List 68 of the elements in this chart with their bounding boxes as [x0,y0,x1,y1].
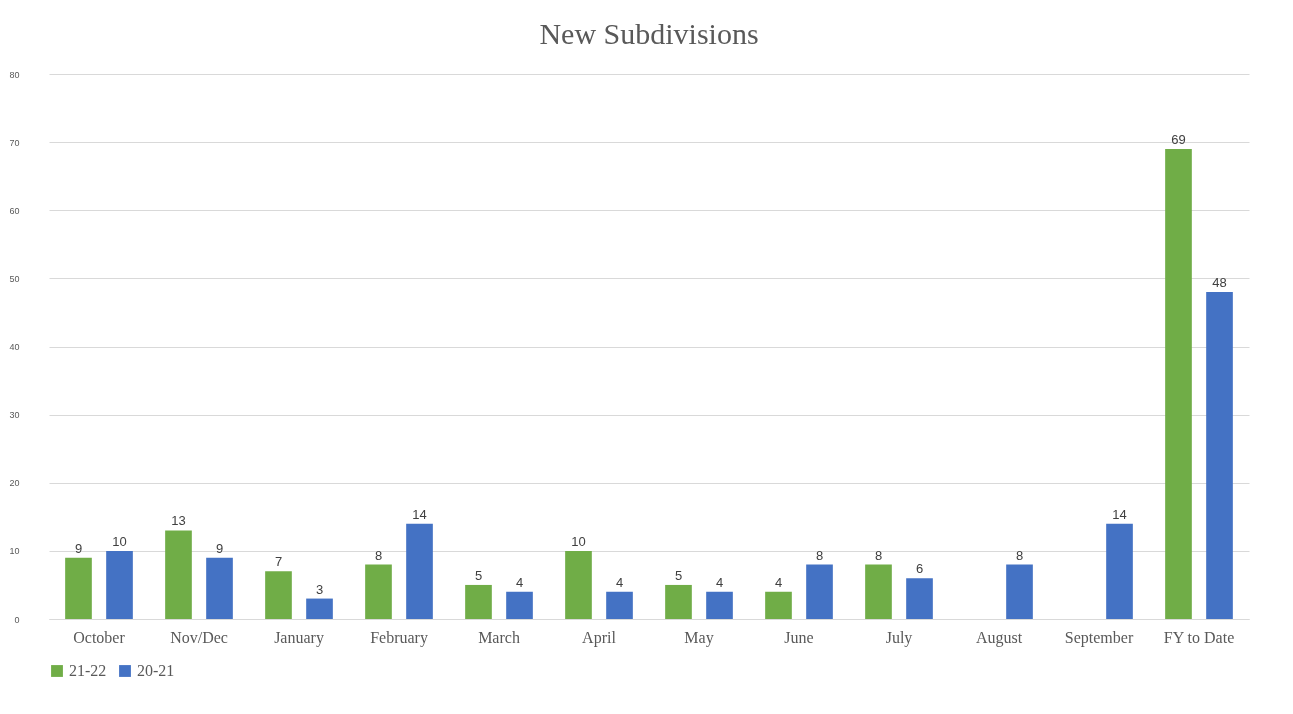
bar [265,571,292,619]
y-tick-label: 40 [9,342,20,352]
bar [606,591,633,619]
data-label: 14 [1112,506,1127,522]
bar [906,578,933,619]
legend-label: 21-22 [69,662,107,679]
x-tick-label: August [975,628,1023,647]
data-label: 48 [1212,275,1227,290]
x-tick-label: May [684,628,714,647]
y-tick-label: 50 [9,273,20,284]
bar [465,584,492,619]
bar [706,591,733,619]
data-label: 5 [474,567,483,583]
data-label: 10 [112,533,127,549]
x-tick-label: January [274,628,324,647]
bar [365,564,392,619]
x-tick-label: March [478,628,520,646]
y-tick-label: 0 [14,614,20,625]
bar [806,564,833,619]
bar [865,564,892,619]
y-tick-label: 70 [9,137,20,148]
data-label: 8 [815,547,824,563]
x-tick-label: September [1064,628,1134,647]
x-tick-label: February [370,628,428,647]
bar [1165,148,1192,619]
data-label: 13 [171,513,186,529]
bar [506,591,533,619]
x-tick-label: April [582,628,617,647]
data-label: 8 [374,547,383,563]
bar [106,550,133,619]
bar [306,598,333,619]
y-tick-label: 80 [9,69,20,80]
x-tick-label: July [885,628,913,647]
chart-title: New Subdivisions [539,17,759,50]
data-label: 69 [1171,131,1186,147]
data-label: 9 [215,540,224,556]
data-label: 14 [412,506,427,522]
data-label: 10 [571,533,586,549]
y-tick-label: 20 [9,478,20,489]
data-label: 4 [715,574,724,590]
bar [1006,564,1033,619]
bar [1206,292,1233,619]
y-tick-label: 10 [9,546,20,557]
data-label: 8 [1015,547,1024,563]
bar [765,591,792,619]
bar [406,523,433,619]
x-tick-label: FY to Date [1163,628,1235,646]
data-label: 4 [515,574,524,590]
data-label: 7 [274,554,283,570]
data-label: 9 [74,540,83,556]
data-label: 6 [915,561,924,577]
bar [565,550,592,619]
bar [206,557,233,619]
data-label: 4 [774,574,783,590]
bar [665,584,692,619]
data-label: 5 [674,567,683,583]
x-tick-label: June [784,628,814,646]
y-tick-label: 60 [9,205,20,216]
data-label: 4 [615,574,624,590]
data-label: 3 [315,581,324,597]
bar [165,530,192,619]
y-tick-label: 30 [9,410,20,421]
bar [1106,523,1133,619]
data-label: 8 [874,547,883,563]
legend-label: 20-21 [137,662,175,679]
x-tick-label: Nov/Dec [170,628,228,646]
bar [65,557,92,619]
x-tick-label: October [73,628,126,646]
